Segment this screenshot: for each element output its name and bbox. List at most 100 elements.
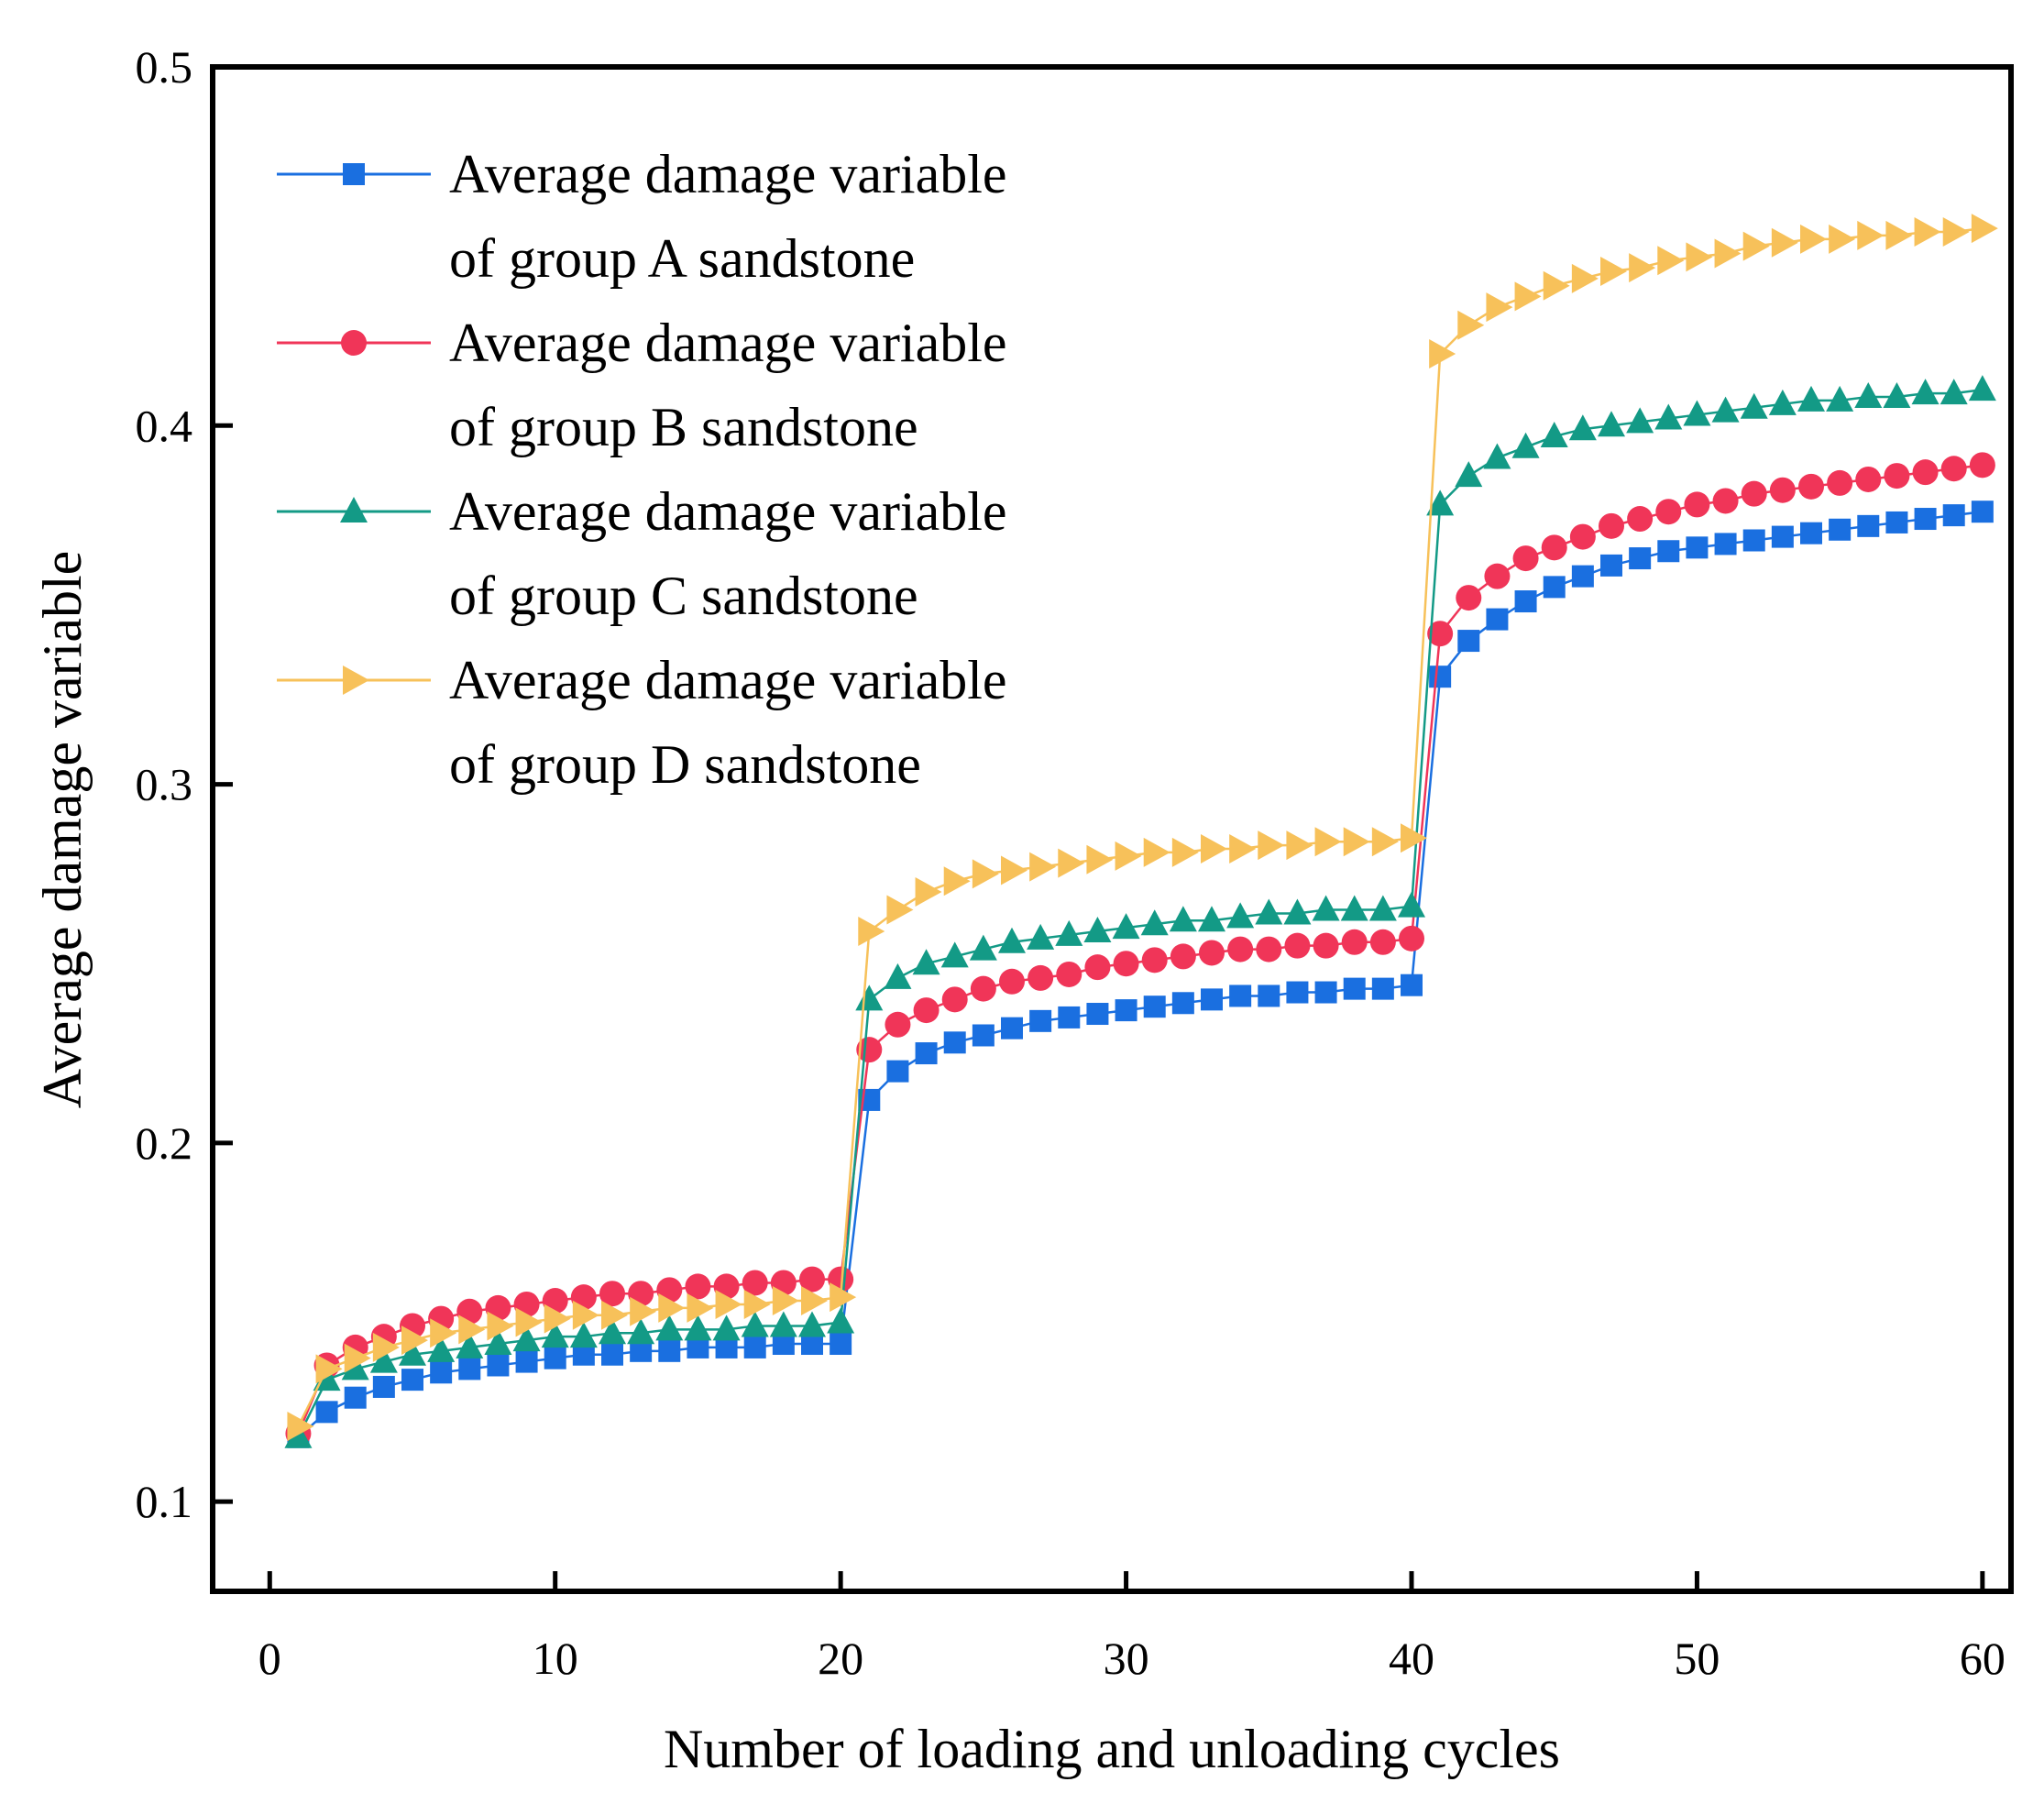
data-point: [1771, 525, 1794, 548]
y-tick-label: 0.4: [136, 400, 193, 451]
data-point: [1971, 500, 1994, 523]
data-point: [1084, 954, 1111, 981]
data-point: [743, 1289, 771, 1319]
data-point: [743, 1336, 766, 1358]
data-point: [341, 1354, 369, 1380]
data-point: [544, 1347, 566, 1370]
x-tick-label: 20: [818, 1633, 863, 1684]
data-point: [1912, 459, 1939, 486]
data-point: [1512, 545, 1539, 572]
legend-marker: [340, 497, 368, 522]
data-point: [1399, 925, 1424, 952]
x-tick-label: 0: [258, 1633, 281, 1684]
data-point: [627, 1318, 655, 1345]
x-tick-label: 40: [1389, 1633, 1434, 1684]
data-point: [912, 949, 940, 975]
y-tick-label: 0.1: [136, 1476, 193, 1527]
data-point: [885, 1011, 911, 1038]
data-point: [1514, 281, 1542, 312]
data-point: [1258, 984, 1280, 1007]
data-point: [1884, 463, 1910, 490]
data-point: [1511, 432, 1540, 458]
data-point: [1568, 414, 1597, 441]
data-point: [969, 934, 997, 961]
data-point: [1029, 852, 1057, 882]
data-point: [1600, 554, 1622, 577]
data-point: [1484, 563, 1511, 589]
data-point: [1313, 932, 1339, 959]
data-point: [798, 1311, 826, 1337]
data-point: [1629, 253, 1656, 283]
data-point: [344, 1386, 367, 1409]
data-point: [458, 1314, 486, 1345]
data-point: [1371, 827, 1399, 857]
data-point: [884, 962, 912, 989]
data-point: [1343, 977, 1366, 1000]
data-point: [1854, 381, 1883, 408]
data-point: [1627, 506, 1654, 533]
data-point: [1141, 947, 1168, 974]
data-point: [915, 1042, 938, 1065]
data-point: [1543, 576, 1566, 599]
data-point: [1829, 518, 1852, 541]
data-point: [687, 1292, 714, 1323]
data-point: [1401, 823, 1427, 853]
data-point: [458, 1358, 481, 1380]
data-point: [1229, 834, 1257, 864]
legend-label: Average damage variable: [449, 650, 1007, 710]
data-point: [1229, 984, 1252, 1007]
legend-label: of group A sandstone: [449, 228, 915, 289]
legend-entry-3: Average damage variable of group C sandst…: [277, 481, 1007, 626]
data-point: [1457, 630, 1480, 653]
data-point: [1284, 932, 1311, 959]
data-point: [772, 1286, 799, 1316]
plot-frame: [210, 64, 2014, 1594]
data-point: [913, 997, 940, 1024]
data-point: [1001, 855, 1027, 886]
data-point: [1543, 270, 1570, 301]
data-point: [1201, 988, 1223, 1011]
data-point: [1457, 310, 1485, 340]
legend-marker: [343, 163, 365, 185]
data-point: [1885, 511, 1908, 534]
data-point: [1058, 848, 1085, 878]
data-point: [287, 1412, 314, 1442]
data-point: [1227, 936, 1254, 962]
data-point: [1599, 512, 1624, 539]
data-point: [830, 1282, 857, 1313]
data-point: [1140, 909, 1169, 936]
data-point: [1654, 403, 1683, 430]
data-point: [515, 1350, 538, 1373]
legend-entry-2: Average damage variable of group B sandst…: [277, 313, 1007, 457]
data-point: [601, 1343, 623, 1366]
data-point: [1514, 590, 1537, 613]
data-point: [1056, 961, 1082, 987]
series-4: [287, 214, 1998, 1442]
data-point: [1968, 375, 1996, 402]
data-point: [401, 1326, 428, 1356]
legend-entry-4: Average damage variable of group D sandst…: [277, 650, 1007, 795]
data-point: [1001, 1017, 1023, 1040]
data-point: [1742, 529, 1765, 552]
data-point: [972, 859, 999, 889]
data-point: [685, 1273, 711, 1300]
data-point: [1885, 220, 1913, 250]
data-point: [1058, 1006, 1081, 1028]
data-point: [1686, 536, 1709, 559]
data-point: [1714, 238, 1742, 269]
data-point: [484, 1329, 512, 1356]
data-point: [1712, 488, 1739, 514]
series-1: [287, 500, 1994, 1448]
data-point: [401, 1369, 423, 1392]
data-point: [1657, 540, 1680, 563]
data-point: [1029, 1009, 1052, 1032]
data-point: [1368, 895, 1397, 921]
legend-label: Average damage variable: [449, 144, 1007, 204]
axis-ticks: 0 10 20 30 40 50 60 0.1 0.2 0.3 0.4 0.5: [136, 41, 2006, 1684]
data-point: [1969, 452, 1995, 478]
data-point: [1170, 943, 1196, 970]
data-point: [1171, 837, 1199, 867]
data-point: [858, 917, 885, 947]
data-point: [1540, 422, 1568, 448]
data-point: [372, 1375, 395, 1398]
